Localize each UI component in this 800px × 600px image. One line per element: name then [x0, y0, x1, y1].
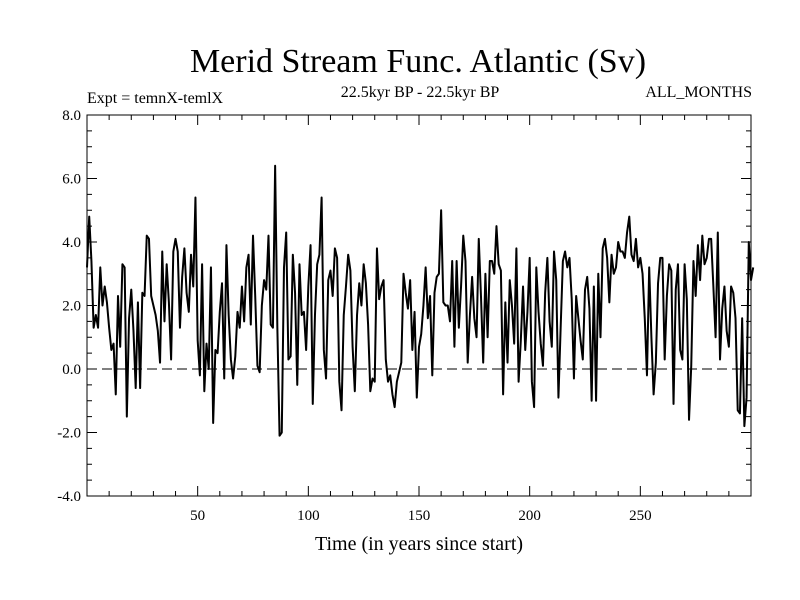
time-range-label: 22.5kyr BP - 22.5kyr BP	[341, 84, 500, 101]
x-tick-label: 200	[518, 508, 541, 524]
chart-title: Merid Stream Func. Atlantic (Sv)	[190, 43, 646, 80]
months-label: ALL_MONTHS	[645, 84, 752, 101]
plot-frame	[86, 114, 752, 497]
y-tick-label: 2.0	[62, 299, 81, 315]
series-line	[86, 164, 755, 437]
y-axis: -4.0 -2.0 0.0 2.0 4.0 6.0 8.0	[57, 108, 751, 505]
y-tick-label: 4.0	[62, 235, 81, 251]
x-tick-label: 100	[297, 508, 320, 524]
x-tick-label: 250	[629, 508, 652, 524]
x-tick-label: 50	[190, 508, 205, 524]
x-tick-label: 150	[408, 508, 431, 524]
plot-area: -4.0 -2.0 0.0 2.0 4.0 6.0 8.0 50 100 150 200 250	[57, 108, 755, 524]
y-tick-label: 8.0	[62, 108, 81, 124]
y-tick-label: -2.0	[57, 426, 81, 442]
x-axis-label: Time (in years since start)	[315, 533, 523, 555]
experiment-label: Expt = temnX-temlX	[87, 90, 224, 107]
y-tick-label: -4.0	[57, 489, 81, 505]
x-axis: 50 100 150 200 250	[108, 115, 730, 524]
y-tick-label: 6.0	[62, 172, 81, 188]
y-tick-label: 0.0	[62, 362, 81, 378]
